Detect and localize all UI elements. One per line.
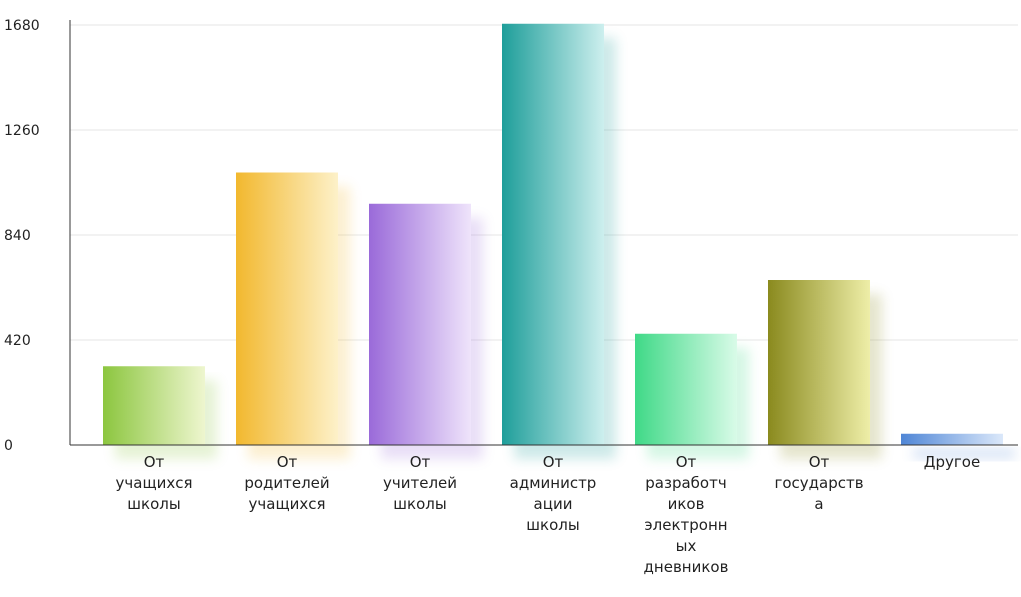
y-tick-label: 1260 — [4, 123, 40, 139]
labels: 0 420 840 1260 1680 От учащихся школы От родителе… — [4, 18, 980, 576]
y-tick-label: 0 — [4, 438, 13, 454]
x-tick-label: От разработч иков электронн ых дневников — [644, 453, 729, 576]
x-tick-label: От государств а — [774, 453, 863, 513]
y-tick-label: 420 — [4, 333, 31, 349]
x-tick-label: Другое — [924, 453, 980, 471]
x-tick-label: От администр ации школы — [510, 453, 597, 534]
x-tick-label: От родителей учащихся — [244, 453, 329, 513]
bar — [768, 280, 870, 445]
bar — [901, 433, 1003, 445]
x-tick-label: От учащихся школы — [116, 453, 193, 513]
bar — [502, 23, 604, 445]
y-tick-label: 1680 — [4, 18, 40, 34]
axes — [69, 20, 1018, 446]
bars — [103, 23, 1015, 459]
bar — [236, 172, 338, 445]
bar — [635, 333, 737, 445]
bar-shadow — [913, 447, 1015, 459]
bar — [103, 366, 205, 445]
bar — [369, 203, 471, 445]
y-tick-label: 840 — [4, 228, 31, 244]
x-tick-label: От учителей школы — [383, 453, 457, 513]
